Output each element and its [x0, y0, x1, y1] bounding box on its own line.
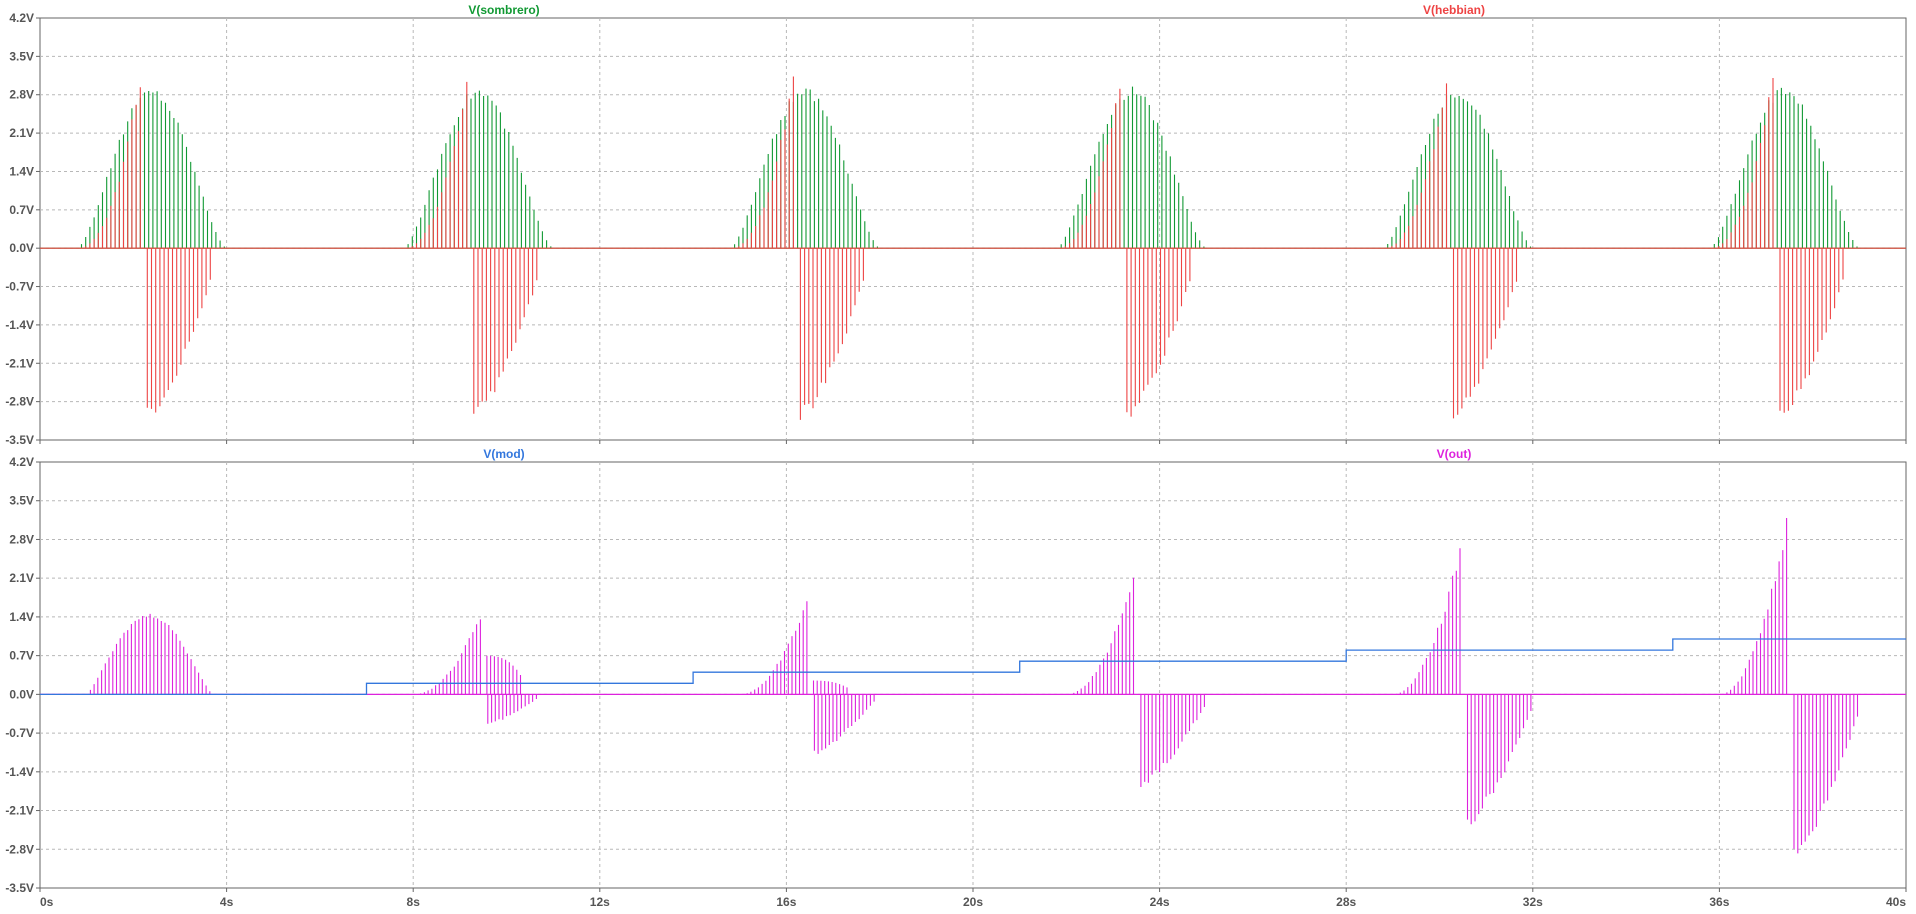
x-tick-label: 4s — [220, 895, 234, 909]
trace-label-vhebbian[interactable]: V(hebbian) — [1423, 3, 1485, 17]
y-tick-label: 2.1V — [9, 126, 34, 140]
y-tick-label: 0.0V — [9, 687, 34, 701]
x-tick-label: 16s — [776, 895, 796, 909]
y-tick-label: -1.4V — [5, 318, 34, 332]
x-tick-label: 20s — [963, 895, 983, 909]
y-tick-label: 0.7V — [9, 649, 34, 663]
series-vhebbian-burst — [1060, 88, 1191, 417]
x-tick-label: 8s — [407, 895, 421, 909]
y-tick-label: -1.4V — [5, 765, 34, 779]
y-tick-label: 1.4V — [9, 610, 34, 624]
y-tick-label: 2.8V — [9, 88, 34, 102]
y-tick-label: -2.8V — [5, 395, 34, 409]
series-vout-burst — [1722, 518, 1859, 854]
x-tick-label: 40s — [1886, 895, 1906, 909]
x-tick-label: 28s — [1336, 895, 1356, 909]
series-vout-burst — [742, 601, 875, 754]
x-tick-label: 24s — [1150, 895, 1170, 909]
y-tick-label: 4.2V — [9, 455, 34, 469]
y-tick-label: -2.1V — [5, 804, 34, 818]
series-vhebbian-burst — [407, 81, 538, 414]
x-tick-label: 36s — [1709, 895, 1729, 909]
series-vhebbian-burst — [734, 76, 864, 420]
x-tick-label: 12s — [590, 895, 610, 909]
y-tick-label: 3.5V — [9, 49, 34, 63]
trace-label-vout[interactable]: V(out) — [1437, 447, 1472, 461]
series-vout-burst — [1396, 548, 1532, 825]
series-vout-burst — [416, 619, 537, 724]
y-tick-label: 4.2V — [9, 11, 34, 25]
y-tick-label: 0.0V — [9, 241, 34, 255]
y-tick-label: 3.5V — [9, 494, 34, 508]
series-vhebbian-burst — [1713, 78, 1844, 413]
x-tick-label: 32s — [1523, 895, 1543, 909]
x-tick-label: 0s — [40, 895, 54, 909]
series-vmod-line — [40, 638, 1906, 696]
y-tick-label: 2.8V — [9, 532, 34, 546]
trace-label-vmod[interactable]: V(mod) — [483, 447, 524, 461]
series-vhebbian-burst — [1387, 83, 1518, 419]
y-tick-label: -2.1V — [5, 356, 34, 370]
y-tick-label: 0.7V — [9, 203, 34, 217]
series-vout-burst — [89, 613, 211, 695]
series-vout-burst — [1069, 577, 1205, 787]
y-tick-label: -0.7V — [5, 726, 34, 740]
y-tick-label: -0.7V — [5, 280, 34, 294]
trace-label-vsombrero[interactable]: V(sombrero) — [468, 3, 539, 17]
y-tick-label: 1.4V — [9, 164, 34, 178]
y-tick-label: -3.5V — [5, 433, 34, 447]
y-tick-label: 2.1V — [9, 571, 34, 585]
y-tick-label: -3.5V — [5, 881, 34, 895]
y-tick-label: -2.8V — [5, 842, 34, 856]
series-vhebbian-burst — [80, 87, 211, 413]
